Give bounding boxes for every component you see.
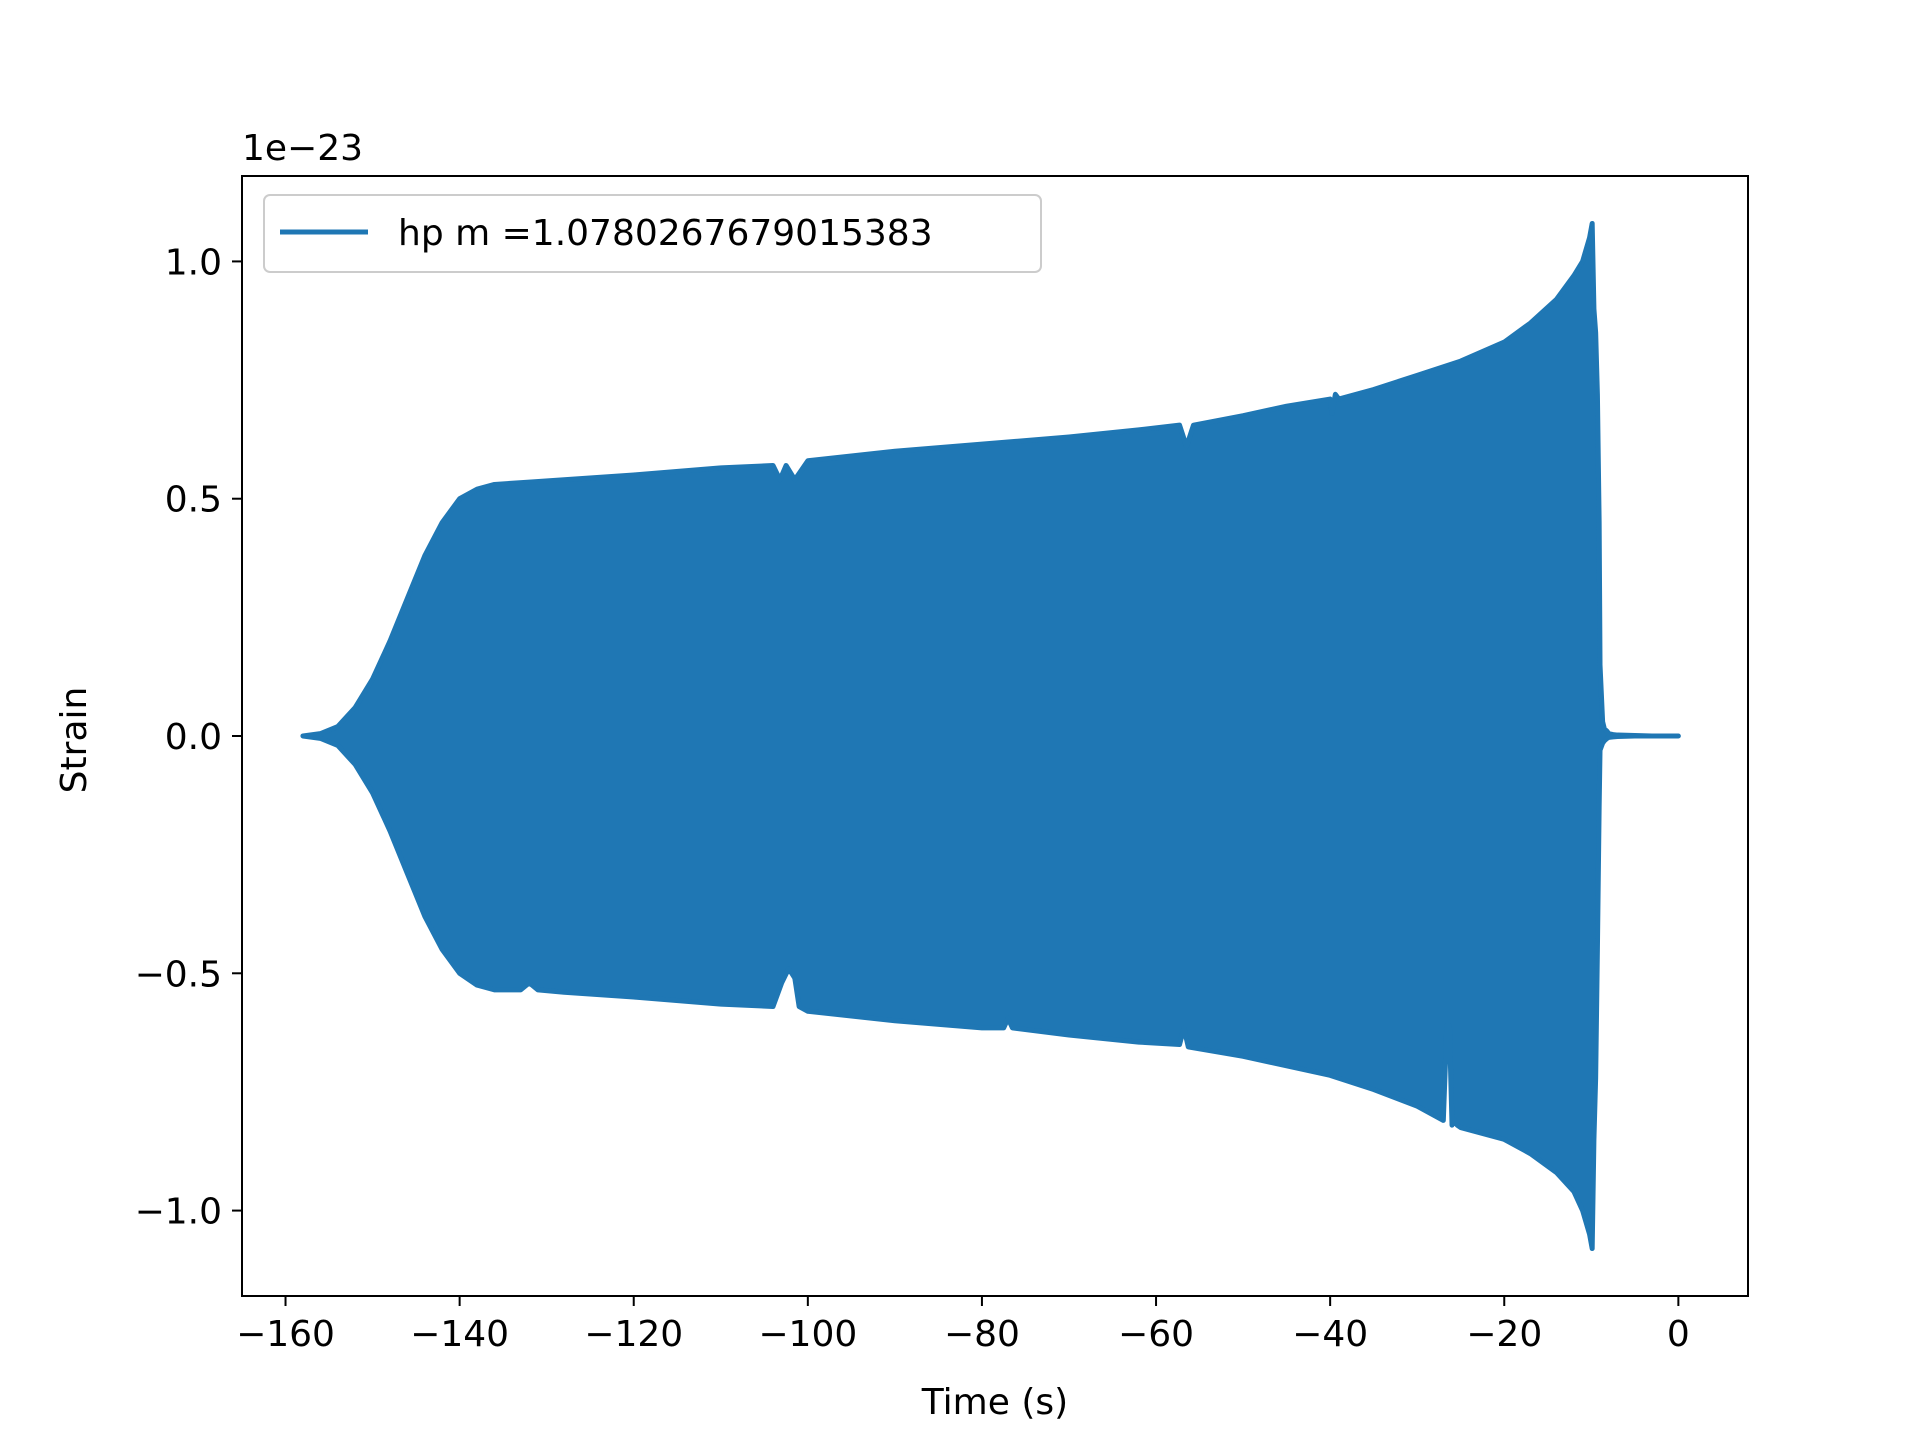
x-tick-label: −120: [584, 1314, 683, 1355]
x-tick-label: −100: [758, 1314, 857, 1355]
series-waveform: [300, 220, 1681, 1252]
legend-entry-label: hp m =1.0780267679015383: [398, 213, 933, 254]
x-tick-label: −40: [1292, 1314, 1368, 1355]
x-tick-label: −80: [944, 1314, 1020, 1355]
x-tick-label: −140: [410, 1314, 509, 1355]
x-tick-label: −20: [1466, 1314, 1542, 1355]
x-tick-label: −60: [1118, 1314, 1194, 1355]
legend-frame: [263, 194, 1042, 273]
y-tick-label: 0.0: [165, 717, 222, 758]
x-tick-label: −160: [236, 1314, 335, 1355]
y-tick-label: −0.5: [135, 954, 222, 995]
y-tick-label: −1.0: [135, 1192, 222, 1233]
y-tick-label: 0.5: [165, 480, 222, 521]
x-tick-label: 0: [1667, 1314, 1690, 1355]
legend: hp m =1.0780267679015383: [263, 194, 1042, 273]
y-offset-label: 1e−23: [242, 128, 363, 169]
x-axis-label: Time (s): [921, 1382, 1068, 1423]
y-axis-label: Strain: [54, 687, 95, 794]
plot-area: [300, 220, 1681, 1252]
axes: −160 −140 −120 −100 −80 −60 −40 −20 0 1.0 0.5 0.0 −0…: [135, 175, 1749, 1355]
y-tick-label: 1.0: [165, 242, 222, 283]
